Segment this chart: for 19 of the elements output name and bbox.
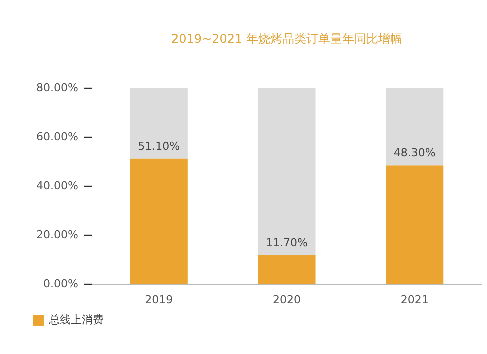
bar [386,166,444,284]
bar [386,88,444,166]
bar [258,255,316,284]
legend-label: 总线上消费 [48,314,104,326]
y-tick-label: 20.00% [36,228,78,242]
y-tick-label: 40.00% [36,180,78,192]
data-label: 51.10% [138,140,180,153]
x-tick-label: 2021 [400,294,429,306]
y-tick-label: 80.00% [36,82,78,94]
data-label: 11.70% [266,236,308,250]
x-tick-label: 2019 [145,294,174,306]
data-label: 48.30% [394,146,436,160]
y-tick-label: 0.00% [44,278,78,290]
y-tick-label: 60.00% [36,130,78,144]
bar [130,158,188,284]
bar [258,88,316,256]
chart-title: 2019~2021 年烧烤品类订单量年同比增幅 [172,32,402,46]
bar [130,88,188,159]
x-tick-label: 2020 [273,294,301,306]
